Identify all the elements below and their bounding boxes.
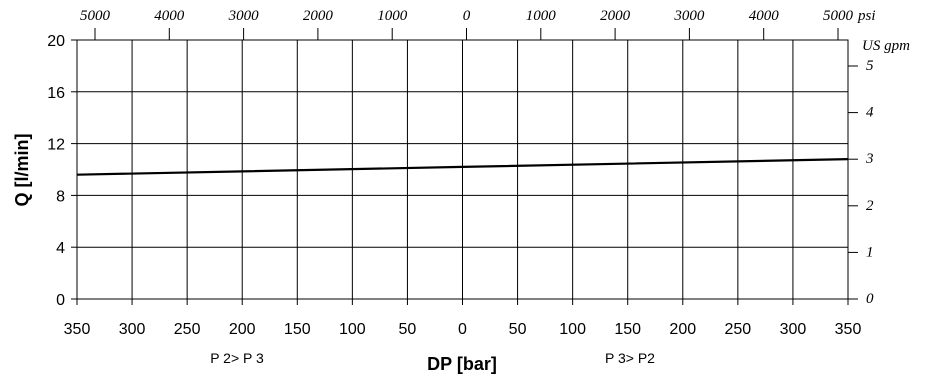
x-axis-title: DP [bar] [427,354,497,374]
x-tick-label: 200 [229,321,256,338]
right-tick-label: 4 [866,105,874,121]
x-tick-label: 250 [174,321,201,338]
x-tick-label: 250 [725,321,752,338]
top-tick-label: 1000 [526,8,557,24]
x-tick-label: 50 [509,321,527,338]
series-layer [76,158,849,176]
x-tick-label: 350 [64,321,91,338]
x-tick-label: 300 [780,321,807,338]
y-tick-label: 16 [47,85,65,102]
y-axis-ticks: 0 4 8 12 16 20 [47,33,77,309]
y-tick-label: 8 [56,188,65,205]
x-tick-label: 100 [339,321,366,338]
top-psi-axis: 5000 4000 3000 2000 1000 0 1000 2000 3000 4000 500… [80,8,854,40]
top-tick-label: 3000 [228,8,260,24]
top-tick-label: 0 [463,8,471,24]
right-tick-label: 1 [866,244,874,260]
x-tick-label: 150 [614,321,641,338]
top-tick-label: 2000 [303,8,334,24]
annotation-left: P 2> P 3 [210,350,264,366]
right-gpm-axis: 0 1 2 3 4 5 [848,58,874,307]
right-tick-label: 0 [866,291,874,307]
x-tick-label: 350 [835,321,862,338]
x-tick-label: 200 [669,321,696,338]
y-tick-label: 4 [56,240,65,257]
y-tick-label: 20 [47,33,65,50]
flow-curve [76,158,849,176]
y-tick-label: 0 [56,292,65,309]
x-tick-label: 50 [399,321,417,338]
x-axis-ticks: 350 300 250 200 150 100 50 0 50 100 150 200 250 300 35… [64,299,862,338]
annotation-right: P 3> P2 [605,350,655,366]
y-axis-title: Q [l/min] [12,134,32,207]
x-tick-label: 150 [284,321,311,338]
right-tick-label: 2 [866,198,874,214]
top-tick-label: 4000 [749,8,780,24]
top-tick-label: 3000 [673,8,705,24]
x-tick-label: 100 [559,321,586,338]
top-tick-label: 4000 [154,8,185,24]
top-tick-label: 5000 [80,8,111,24]
x-tick-label: 300 [119,321,146,338]
x-tick-label: 0 [458,321,467,338]
top-tick-label: 1000 [377,8,408,24]
grid [77,40,848,299]
right-tick-label: 3 [865,151,874,167]
right-axis-unit: US gpm [862,38,910,54]
top-tick-label: 5000 [823,8,854,24]
y-tick-label: 12 [47,137,65,154]
right-tick-label: 5 [866,58,874,74]
top-tick-label: 2000 [600,8,631,24]
top-axis-unit: psi [857,8,876,24]
